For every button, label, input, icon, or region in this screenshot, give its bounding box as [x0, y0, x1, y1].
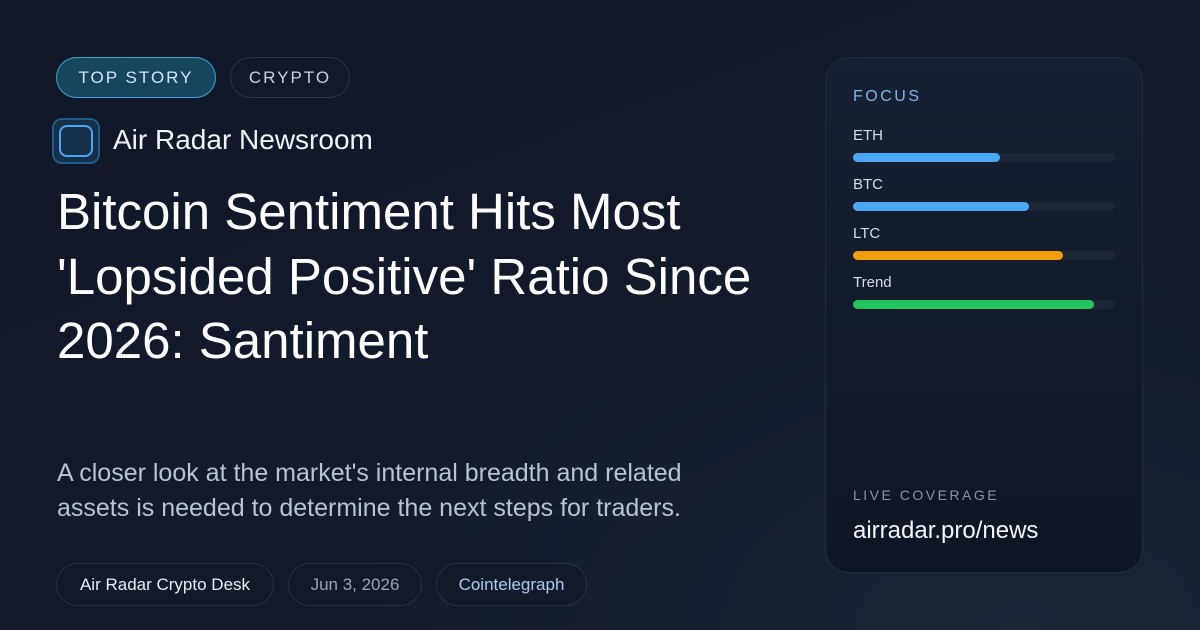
bar-track	[853, 202, 1115, 211]
meta-chip[interactable]: Air Radar Crypto Desk	[56, 563, 274, 606]
bar	[853, 202, 1029, 211]
bar-label: BTC	[853, 176, 883, 193]
bar	[853, 300, 1095, 309]
headline: Bitcoin Sentiment Hits Most 'Lopsided Po…	[57, 183, 752, 369]
bar-label: ETH	[853, 127, 883, 144]
source: Air Radar Newsroom	[113, 124, 373, 155]
bar-track	[853, 251, 1115, 260]
source-icon	[52, 118, 100, 164]
bar	[853, 251, 1063, 260]
footer-url[interactable]: airradar.pro/news	[853, 517, 1039, 544]
focus-panel	[825, 57, 1143, 573]
bar-track	[853, 153, 1115, 162]
panel-title: FOCUS	[853, 88, 922, 105]
bar-track	[853, 300, 1115, 309]
tag[interactable]: TOP STORY	[56, 57, 216, 98]
subtitle: A closer look at the market's internal b…	[57, 459, 682, 522]
bar-label: LTC	[853, 225, 881, 242]
meta-chip: Jun 3, 2026	[288, 563, 422, 606]
bar	[853, 153, 1000, 162]
meta-chip[interactable]: Cointelegraph	[436, 563, 587, 606]
footer-label: LIVE COVERAGE	[853, 487, 1000, 503]
tag[interactable]: CRYPTO	[230, 57, 350, 98]
bar-label: Trend	[853, 274, 892, 291]
